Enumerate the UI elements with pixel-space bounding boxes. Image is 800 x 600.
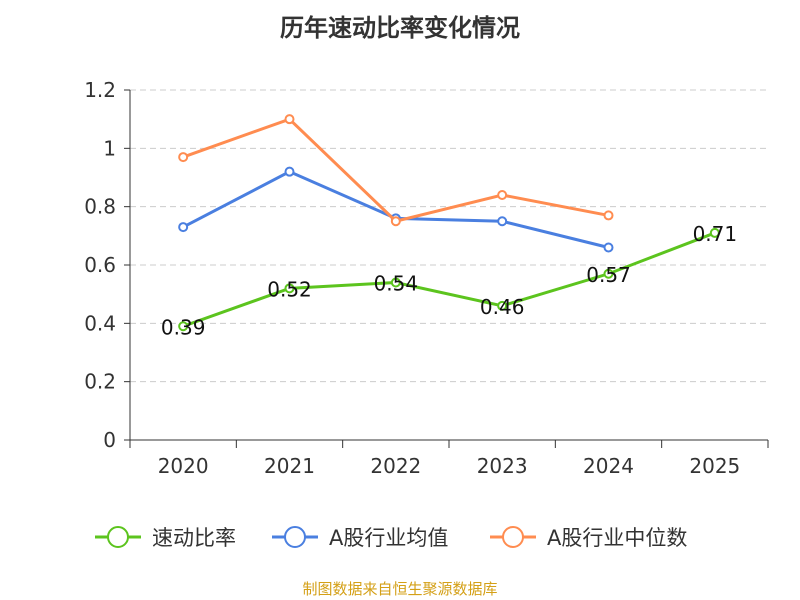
y-tick-label: 0.8 bbox=[84, 195, 116, 219]
y-tick-label: 1.2 bbox=[84, 78, 116, 102]
legend-marker bbox=[107, 526, 129, 548]
y-tick-label: 0 bbox=[103, 428, 116, 452]
legend-label: 速动比率 bbox=[152, 526, 236, 550]
source-note: 制图数据来自恒生聚源数据库 bbox=[302, 580, 498, 598]
y-tick-label: 1 bbox=[103, 136, 116, 160]
data-point bbox=[284, 114, 295, 125]
x-tick-label: 2020 bbox=[158, 454, 209, 478]
legend-label: A股行业均值 bbox=[329, 526, 448, 550]
data-label: 0.54 bbox=[374, 272, 419, 296]
data-point bbox=[603, 268, 614, 279]
data-point bbox=[178, 321, 189, 332]
data-point bbox=[178, 222, 189, 233]
x-tick-label: 2024 bbox=[583, 454, 634, 478]
chart-title: 历年速动比率变化情况 bbox=[280, 14, 520, 42]
data-point bbox=[390, 277, 401, 288]
data-point bbox=[603, 210, 614, 221]
data-point bbox=[497, 190, 508, 200]
data-label: 0.52 bbox=[267, 277, 312, 301]
y-tick-label: 0.2 bbox=[84, 370, 116, 394]
legend-marker bbox=[284, 526, 306, 548]
legend-label: A股行业中位数 bbox=[547, 526, 687, 550]
data-point bbox=[284, 166, 295, 177]
data-label: 0.57 bbox=[586, 263, 631, 287]
data-point bbox=[603, 242, 614, 253]
data-label: 0.39 bbox=[161, 315, 206, 339]
x-tick-label: 2022 bbox=[370, 454, 421, 478]
series-line bbox=[182, 170, 609, 249]
data-label: 0.46 bbox=[480, 295, 525, 319]
data-point bbox=[709, 227, 720, 238]
y-tick-label: 0.6 bbox=[84, 253, 116, 277]
data-point bbox=[497, 216, 508, 227]
x-tick-label: 2025 bbox=[689, 454, 740, 478]
x-tick-label: 2021 bbox=[264, 454, 315, 478]
data-point bbox=[390, 216, 401, 227]
series-line bbox=[182, 117, 609, 223]
data-point bbox=[178, 152, 189, 163]
legend-marker bbox=[502, 526, 524, 548]
data-point bbox=[284, 283, 295, 294]
series-line bbox=[182, 231, 716, 328]
x-tick-label: 2023 bbox=[477, 454, 528, 478]
data-point bbox=[497, 300, 508, 311]
y-tick-label: 0.4 bbox=[84, 311, 116, 335]
data-label: 0.71 bbox=[693, 222, 738, 246]
